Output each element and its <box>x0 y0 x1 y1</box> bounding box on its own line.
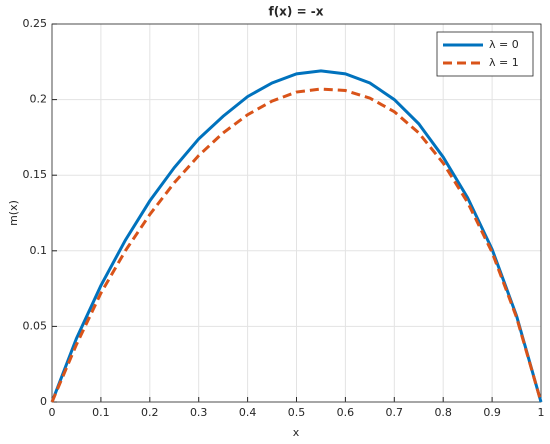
line-series <box>50 69 543 403</box>
legend-box <box>436 31 534 77</box>
legend: λ = 0 λ = 1 <box>436 31 534 77</box>
legend-label: λ = 1 <box>489 56 519 69</box>
y-tick-label: 0 <box>40 395 47 408</box>
y-tick-label: 0.2 <box>30 93 48 106</box>
y-axis-label: m(x) <box>7 200 20 226</box>
legend-label: λ = 0 <box>489 38 519 51</box>
x-tick-label: 0.2 <box>141 406 159 419</box>
x-tick-label: 0.5 <box>288 406 306 419</box>
x-tick-label: 0 <box>49 406 56 419</box>
x-tick-label: 0.1 <box>92 406 110 419</box>
x-tick-label: 0.8 <box>434 406 452 419</box>
x-tick-label: 1 <box>538 406 545 419</box>
x-tick-label: 0.6 <box>337 406 355 419</box>
y-tick-label: 0.05 <box>23 319 48 332</box>
plot-frame <box>51 23 542 403</box>
x-tick-label: 0.4 <box>239 406 257 419</box>
y-tick-label: 0.15 <box>23 168 48 181</box>
y-tick-label: 0.1 <box>30 244 48 257</box>
x-axis-label: x <box>293 426 300 439</box>
x-tick-label: 0.7 <box>386 406 404 419</box>
x-tick-label: 0.9 <box>483 406 501 419</box>
line-series <box>50 87 543 403</box>
x-tick-label: 0.3 <box>190 406 208 419</box>
y-tick-label: 0.25 <box>23 17 48 30</box>
chart-title: f(x) = -x <box>268 5 323 19</box>
